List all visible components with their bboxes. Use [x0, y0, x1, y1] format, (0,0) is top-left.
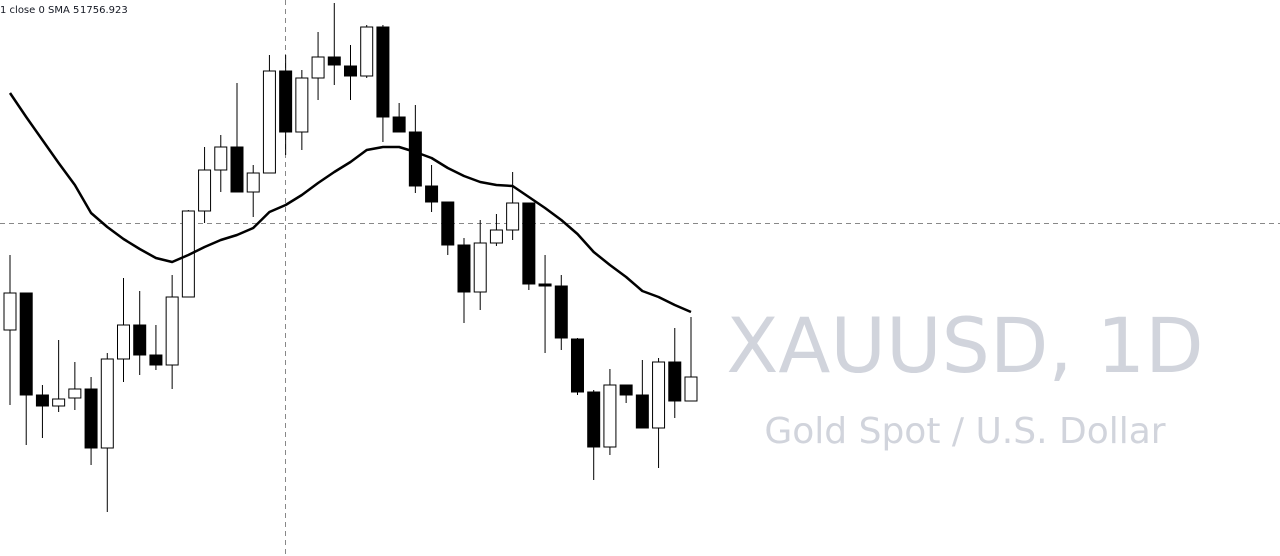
candle-body	[554, 285, 568, 339]
candle-body	[214, 146, 228, 171]
indicator-value: 1756.923	[80, 5, 128, 16]
candle-body	[68, 388, 82, 399]
candle-body	[392, 116, 406, 133]
symbol-watermark: XAUUSD, 1D	[726, 301, 1203, 390]
candle-body	[100, 358, 114, 449]
description-watermark: Gold Spot / U.S. Dollar	[764, 411, 1165, 452]
candle-body	[489, 229, 503, 244]
candle-body	[457, 244, 471, 293]
indicator-label: 1 close 0 SMA 5	[0, 5, 79, 16]
candle-body	[441, 201, 455, 246]
candle-body	[3, 292, 17, 331]
candle-body	[408, 131, 422, 187]
candle-body	[652, 361, 666, 429]
candle-body	[116, 324, 130, 360]
candle-body	[165, 296, 179, 366]
candle-body	[570, 338, 584, 393]
candle-body	[522, 202, 536, 285]
candle-body	[635, 394, 649, 429]
candle-body	[425, 185, 439, 203]
candle-body	[619, 384, 633, 396]
candle-body	[311, 56, 325, 79]
candle-body	[198, 169, 212, 212]
candle-body	[603, 384, 617, 448]
candle-body	[35, 394, 49, 407]
candle-body	[133, 324, 147, 356]
candle-body	[262, 70, 276, 174]
candle-body	[343, 65, 357, 77]
candle-body	[230, 146, 244, 193]
candle-body	[376, 26, 390, 118]
candle-body	[279, 70, 293, 133]
candle-body	[587, 391, 601, 448]
candle-body	[84, 388, 98, 449]
candle-body	[684, 376, 698, 402]
candle-body	[668, 361, 682, 402]
sma-line	[8, 92, 692, 314]
candle-body	[327, 56, 341, 66]
candle-body	[246, 172, 260, 193]
candle-body	[149, 354, 163, 366]
candle-body	[19, 292, 33, 396]
candle-body	[295, 77, 309, 133]
candle-body	[52, 398, 66, 407]
candle-body	[506, 202, 520, 231]
candle-body	[473, 242, 487, 293]
candle-body	[360, 26, 374, 77]
candle-body	[538, 283, 552, 287]
